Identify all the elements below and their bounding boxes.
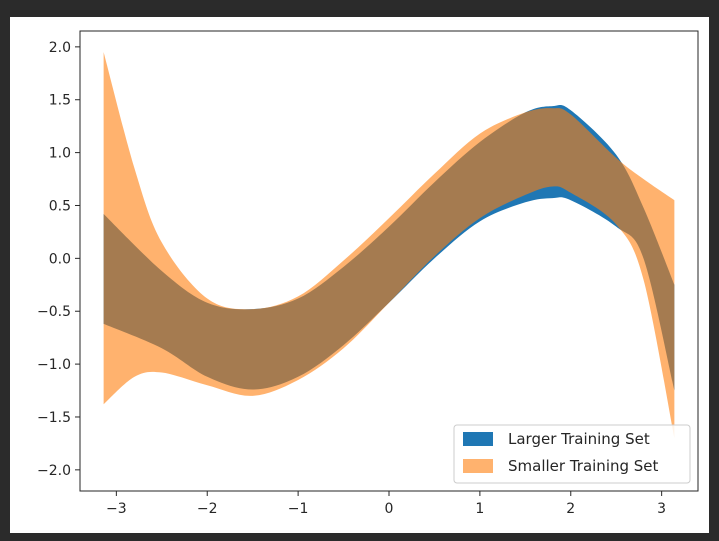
x-axis: −3 −2 −1 0 1 2 3 — [106, 491, 666, 517]
bands-layer — [103, 52, 675, 439]
y-tick-label: −2.0 — [37, 463, 71, 479]
y-axis: 2.0 1.5 1.0 0.5 0.0 −0.5 −1.0 −1.5 −2.0 — [37, 40, 80, 479]
y-tick-label: 1.0 — [49, 146, 71, 162]
chart: −3 −2 −1 0 1 2 3 2.0 1.5 1.0 0.5 0.0 −0.5 −1.0 −1.5 −2… — [37, 30, 699, 517]
legend-swatch-smaller — [463, 459, 493, 473]
legend: Larger Training Set Smaller Training Set — [453, 424, 691, 484]
x-tick-label: −3 — [106, 501, 127, 517]
x-tick-label: 3 — [657, 501, 666, 517]
x-tick-label: −2 — [197, 501, 218, 517]
y-tick-label: −0.5 — [37, 304, 71, 320]
legend-label-larger: Larger Training Set — [508, 430, 650, 448]
x-tick-label: −1 — [288, 501, 309, 517]
y-tick-label: 2.0 — [49, 40, 71, 56]
figure: −3 −2 −1 0 1 2 3 2.0 1.5 1.0 0.5 0.0 −0.5 −1.0 −1.5 −2… — [10, 17, 709, 533]
y-tick-label: 0.0 — [49, 251, 71, 267]
x-tick-label: 0 — [385, 501, 394, 517]
y-tick-label: 1.5 — [49, 93, 71, 109]
x-tick-label: 1 — [475, 501, 484, 517]
legend-box — [453, 424, 691, 484]
legend-label-smaller: Smaller Training Set — [508, 457, 659, 475]
legend-swatch-larger — [463, 432, 493, 446]
y-tick-label: −1.0 — [37, 357, 71, 373]
band-smaller-training-set — [103, 52, 675, 439]
x-tick-label: 2 — [566, 501, 575, 517]
y-tick-label: −1.5 — [37, 410, 71, 426]
y-tick-label: 0.5 — [49, 198, 71, 214]
